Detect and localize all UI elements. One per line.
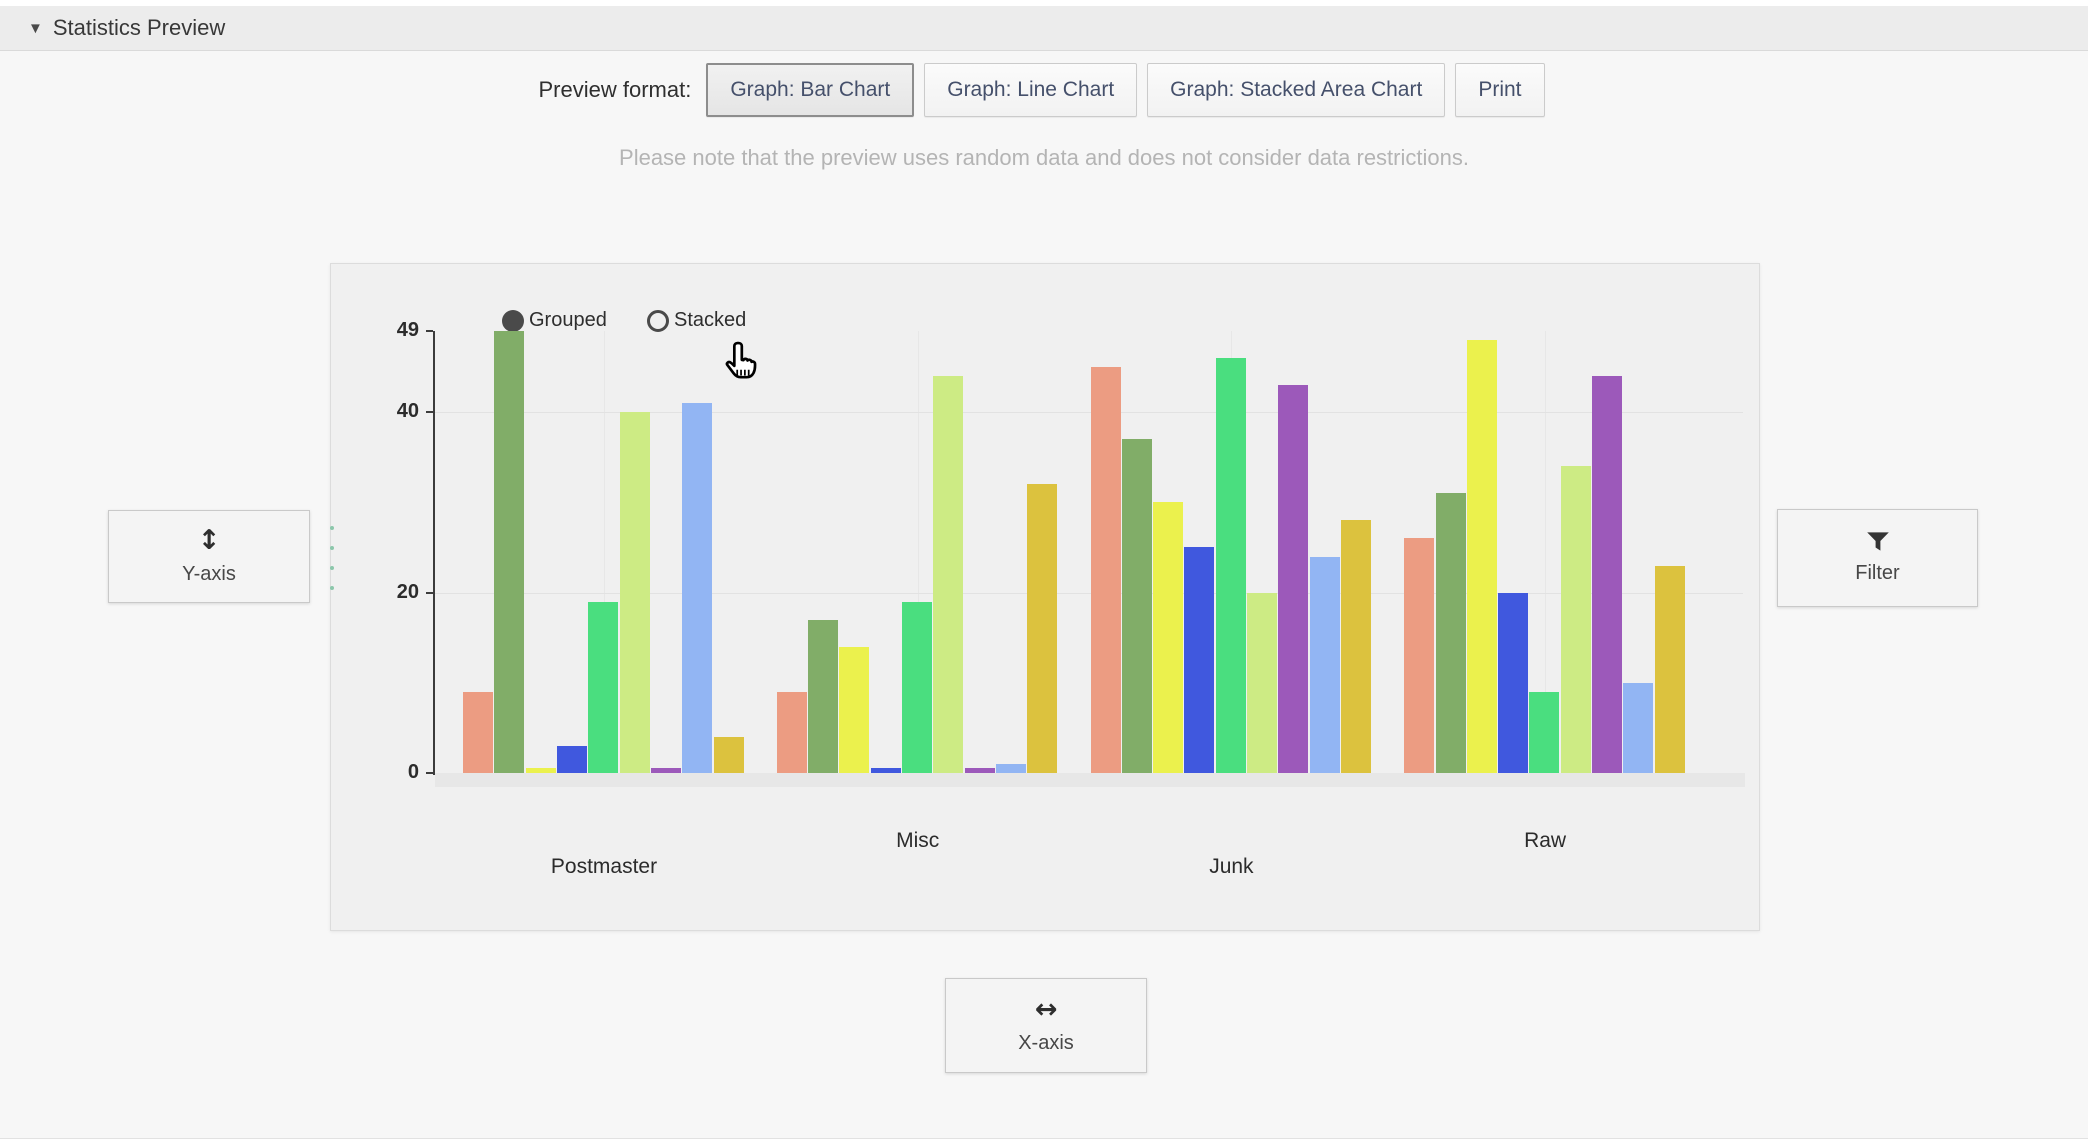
- bar: [964, 768, 995, 773]
- graph-line-chart-button[interactable]: Graph: Line Chart: [924, 63, 1138, 117]
- bar: [619, 412, 650, 773]
- y-axis-tick-label: 49: [396, 319, 419, 341]
- grouped-radio-label[interactable]: Grouped: [529, 309, 607, 331]
- panel-resize-handle[interactable]: [329, 526, 334, 590]
- x-axis-button-label: X-axis: [1018, 1032, 1074, 1054]
- y-axis-button[interactable]: ↕ Y-axis: [108, 510, 310, 603]
- bar: [463, 691, 494, 773]
- y-axis-tick: [426, 591, 433, 594]
- bar: [1560, 466, 1591, 773]
- y-axis-tick: [426, 330, 433, 332]
- bar: [995, 763, 1026, 773]
- gridline-vertical: [1545, 331, 1547, 773]
- chart-panel: Grouped Stacked 0 20 40 49 Postmaster Misc Jun…: [329, 263, 1760, 931]
- stacked-radio-label[interactable]: Stacked: [674, 309, 747, 331]
- bar: [1184, 547, 1215, 773]
- bar: [1466, 340, 1497, 773]
- mouse-cursor-hand-icon: [725, 341, 757, 379]
- gridline-vertical: [604, 331, 605, 773]
- x-axis-category-label: Misc: [896, 829, 940, 852]
- bar: [1027, 484, 1058, 773]
- bar: [525, 768, 556, 773]
- bar: [1153, 502, 1184, 773]
- bar: [557, 745, 588, 773]
- bar: [588, 601, 619, 773]
- bar: [682, 403, 713, 773]
- bar: [650, 768, 681, 773]
- bar: [1529, 691, 1560, 773]
- y-axis-button-label: Y-axis: [182, 563, 236, 585]
- bar: [933, 376, 964, 773]
- bar: [839, 646, 870, 773]
- bar: [1592, 376, 1623, 773]
- page-title: Statistics Preview: [52, 15, 226, 40]
- y-axis-tick: [426, 411, 433, 414]
- filter-button-label: Filter: [1855, 562, 1900, 584]
- y-axis-tick-label: 20: [396, 580, 419, 603]
- bar: [1654, 565, 1685, 773]
- left-right-arrow-icon: ↔: [1034, 994, 1058, 1025]
- preview-format-label: Preview format:: [538, 77, 692, 102]
- filter-button[interactable]: Filter: [1777, 509, 1978, 607]
- bar: [1404, 538, 1435, 773]
- graph-bar-chart-button[interactable]: Graph: Bar Chart: [706, 63, 915, 117]
- bar: [1247, 592, 1278, 773]
- funnel-icon: [1866, 532, 1889, 551]
- bar: [902, 601, 933, 773]
- y-axis-line: [433, 331, 435, 775]
- y-axis-tick-label: 40: [396, 400, 419, 423]
- bar: [1435, 493, 1466, 773]
- legend-option-stacked[interactable]: Stacked: [647, 309, 746, 332]
- gridline-horizontal: [433, 592, 1743, 594]
- preview-format-row: Preview format: Graph: Bar Chart Graph: …: [0, 62, 2088, 118]
- gridline-horizontal: [433, 412, 1743, 414]
- bar: [870, 768, 901, 773]
- bar: [494, 331, 525, 773]
- collapse-triangle-icon[interactable]: ▼: [28, 19, 43, 37]
- grouped-radio-icon[interactable]: [502, 309, 524, 332]
- bar: [776, 691, 807, 773]
- bar: [1090, 367, 1121, 773]
- bar: [1309, 556, 1340, 773]
- stacked-radio-icon[interactable]: [647, 309, 669, 332]
- bar: [1623, 682, 1654, 773]
- bar: [1340, 520, 1371, 773]
- bar: [1498, 592, 1529, 773]
- legend-option-grouped[interactable]: Grouped: [502, 309, 607, 332]
- bar: [1215, 358, 1246, 773]
- graph-stacked-area-chart-button[interactable]: Graph: Stacked Area Chart: [1147, 63, 1446, 117]
- widget-header: ▼ Statistics Preview: [0, 6, 2088, 51]
- x-axis-category-label: Postmaster: [550, 855, 658, 878]
- bar: [1278, 385, 1309, 773]
- x-axis-category-label: Raw: [1524, 829, 1567, 852]
- up-down-arrow-icon: ↕: [197, 525, 221, 556]
- print-button[interactable]: Print: [1455, 63, 1545, 117]
- x-axis-category-label: Junk: [1209, 855, 1254, 878]
- y-axis-tick-label: 0: [407, 761, 419, 783]
- bar: [808, 619, 839, 773]
- x-axis-button[interactable]: ↔ X-axis: [945, 978, 1147, 1073]
- baseline-strip: [435, 773, 1745, 787]
- bar: [1121, 439, 1152, 773]
- bar: [713, 736, 744, 773]
- random-data-note: Please note that the preview uses random…: [619, 145, 1469, 170]
- gridline-vertical: [917, 331, 919, 773]
- y-axis-tick: [426, 772, 433, 774]
